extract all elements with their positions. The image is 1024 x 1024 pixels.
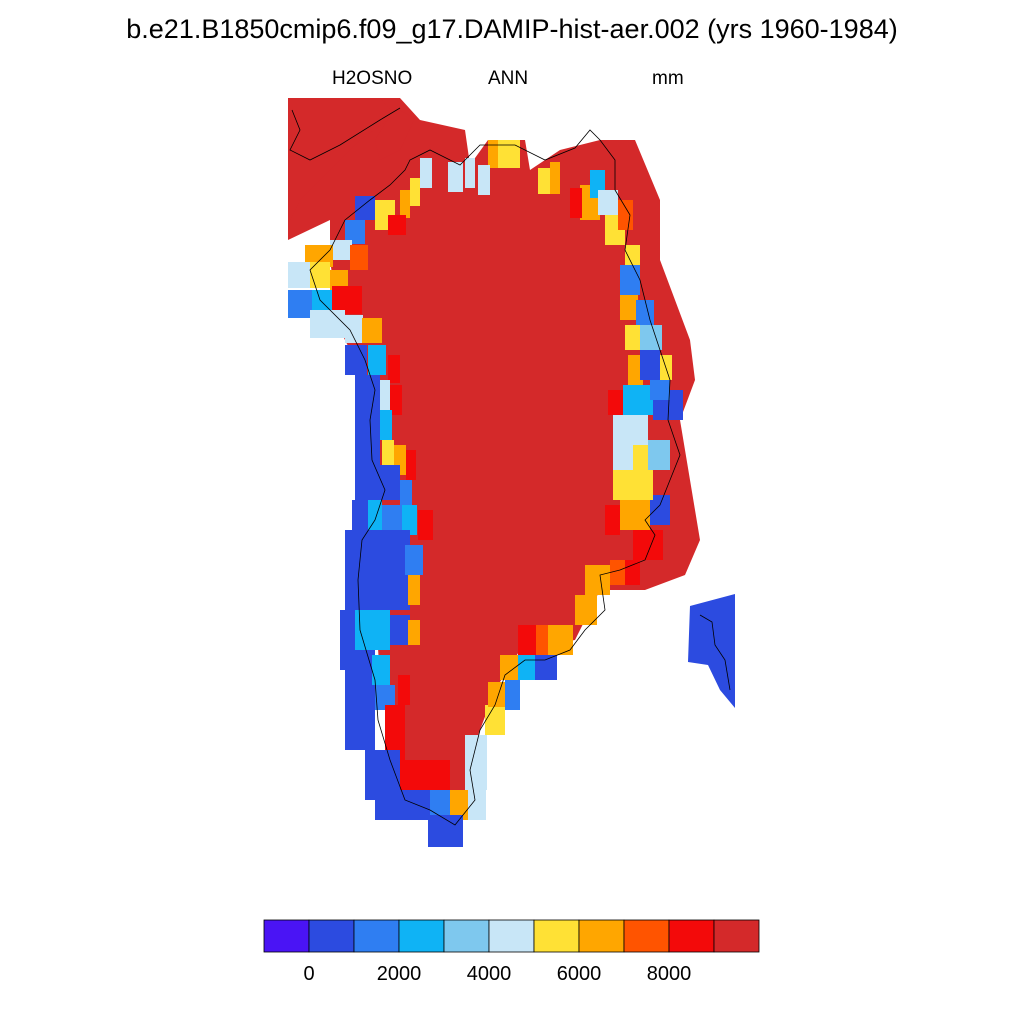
iceland-fragment (688, 594, 735, 708)
colorbar-box (398, 919, 445, 953)
colorbar-box (668, 919, 715, 953)
colorbar-box (713, 919, 760, 953)
colorbar-tick-label: 8000 (647, 963, 692, 985)
variable-label: H2OSNO (332, 68, 413, 89)
northwest-region (288, 98, 415, 225)
colorbar-box (578, 919, 625, 953)
units-label: mm (652, 68, 684, 89)
colorbar-box (443, 919, 490, 953)
season-label: ANN (488, 68, 529, 89)
map-title: b.e21.B1850cmip6.f09_g17.DAMIP-hist-aer.… (126, 14, 898, 44)
colorbar-box (353, 919, 400, 953)
colorbar-tick-label: 0 (303, 963, 314, 985)
colorbar-box (263, 919, 310, 953)
colorbar-tick-label: 2000 (377, 963, 422, 985)
colorbar-box (533, 919, 580, 953)
colorbar-box (308, 919, 355, 953)
colorbar-tick-label: 6000 (557, 963, 602, 985)
colorbar-tick-label: 4000 (467, 963, 512, 985)
colorbar-box (488, 919, 535, 953)
colorbar-box (623, 919, 670, 953)
coastline (289, 107, 731, 826)
